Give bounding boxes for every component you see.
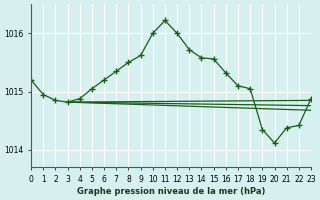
X-axis label: Graphe pression niveau de la mer (hPa): Graphe pression niveau de la mer (hPa) [77,187,265,196]
